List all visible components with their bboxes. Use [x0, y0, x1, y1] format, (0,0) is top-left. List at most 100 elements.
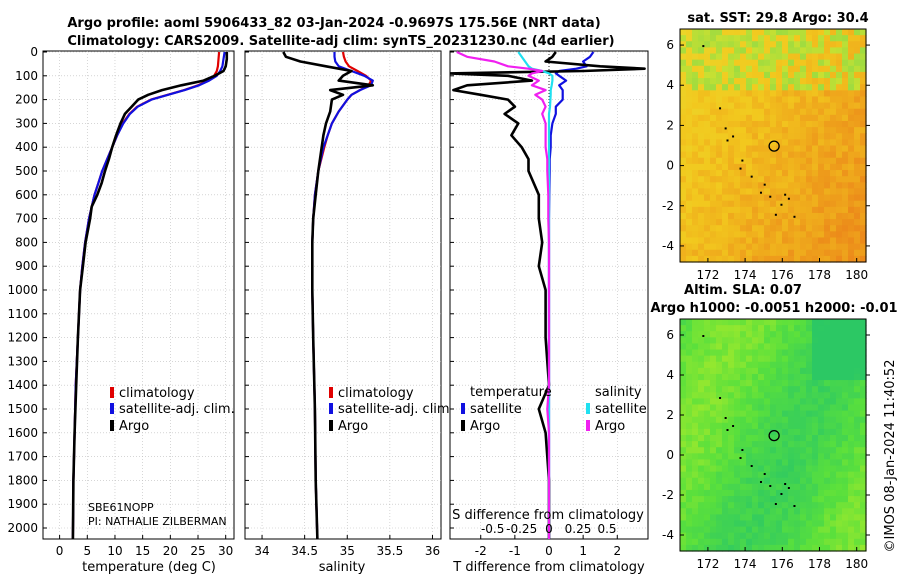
- salinity-axes-frame: [244, 50, 442, 540]
- heatmap-cell: [818, 355, 825, 363]
- heatmap-cell: [704, 392, 711, 399]
- heatmap-cell: [722, 188, 729, 196]
- heatmap-cell: [692, 90, 699, 98]
- heatmap-cell: [758, 471, 765, 479]
- heatmap-cell: [710, 194, 717, 202]
- heatmap-cell: [740, 120, 747, 128]
- heatmap-cell: [824, 114, 831, 122]
- heatmap-cell: [716, 416, 723, 424]
- heatmap-cell: [812, 410, 819, 418]
- heatmap-cell: [854, 47, 861, 55]
- heatmap-cell: [812, 373, 819, 381]
- temperature-xlabel: temperature (deg C): [82, 560, 216, 575]
- heatmap-cell: [746, 428, 753, 436]
- heatmap-cell: [698, 520, 705, 528]
- legend-label-t-satellite: satellite: [470, 402, 522, 417]
- heatmap-cell: [848, 508, 855, 515]
- heatmap-cell: [770, 471, 777, 479]
- heatmap-cell: [764, 422, 771, 430]
- heatmap-cell: [734, 90, 741, 98]
- heatmap-cell: [728, 84, 735, 91]
- difference-tick-labels: -2 -1 0 1 2: [475, 544, 621, 558]
- heatmap-cell: [758, 465, 765, 473]
- heatmap-cell: [710, 471, 717, 479]
- heatmap-cell: [680, 355, 687, 363]
- heatmap-cell: [842, 194, 849, 202]
- sst-island-marks: [702, 45, 796, 218]
- heatmap-cell: [854, 53, 861, 61]
- heatmap-cell: [722, 496, 729, 503]
- heatmap-cell: [698, 170, 705, 177]
- heatmap-cell: [704, 231, 711, 239]
- heatmap-cell: [764, 410, 771, 418]
- heatmap-cell: [830, 410, 837, 418]
- heatmap-cell: [686, 514, 693, 522]
- heatmap-cell: [692, 29, 699, 36]
- heatmap-cell: [728, 477, 735, 485]
- heatmap-cell: [734, 349, 741, 357]
- heatmap-cell: [698, 188, 705, 196]
- heatmap-cell: [710, 435, 717, 442]
- heatmap-cell: [692, 219, 699, 226]
- heatmap-cell: [776, 483, 783, 491]
- heatmap-cell: [728, 544, 735, 552]
- heatmap-cell: [758, 325, 765, 332]
- heatmap-cell: [722, 151, 729, 159]
- heatmap-cell: [758, 343, 765, 351]
- heatmap-cell: [734, 139, 741, 147]
- heatmap-cell: [794, 188, 801, 196]
- heatmap-cell: [716, 483, 723, 491]
- island-mark: [774, 503, 777, 505]
- heatmap-cell: [818, 404, 825, 412]
- heatmap-cell: [770, 538, 777, 546]
- heatmap-cell: [830, 249, 837, 257]
- heatmap-cell: [722, 410, 729, 418]
- heatmap-cell: [698, 459, 705, 467]
- heatmap-cell: [806, 447, 813, 454]
- heatmap-cell: [794, 453, 801, 461]
- heatmap-cell: [812, 355, 819, 363]
- heatmap-cell: [686, 102, 693, 110]
- heatmap-cell: [782, 41, 789, 48]
- difference-series: [450, 51, 646, 539]
- heatmap-cell: [836, 163, 843, 171]
- heatmap-cell: [746, 416, 753, 424]
- heatmap-cell: [800, 84, 807, 91]
- heatmap-cell: [728, 532, 735, 540]
- heatmap-cell: [758, 538, 765, 546]
- heatmap-cell: [710, 29, 717, 36]
- heatmap-cell: [770, 447, 777, 454]
- heatmap-cell: [782, 477, 789, 485]
- heatmap-cell: [680, 102, 687, 110]
- heatmap-cell: [704, 145, 711, 153]
- heatmap-cell: [710, 331, 717, 338]
- heatmap-cell: [698, 59, 705, 67]
- heatmap-cell: [698, 133, 705, 140]
- heatmap-cell: [812, 133, 819, 140]
- heatmap-cell: [776, 35, 783, 42]
- heatmap-cell: [680, 151, 687, 159]
- heatmap-cell: [686, 35, 693, 42]
- heatmap-cell: [776, 212, 783, 220]
- heatmap-cell: [728, 90, 735, 98]
- legend-title-temperature: temperature: [470, 385, 552, 400]
- heatmap-cell: [860, 96, 867, 104]
- heatmap-cell: [794, 325, 801, 332]
- heatmap-cell: [812, 471, 819, 479]
- heatmap-cell: [722, 65, 729, 73]
- heatmap-cell: [692, 255, 699, 263]
- heatmap-cell: [770, 428, 777, 436]
- heatmap-cell: [770, 188, 777, 196]
- heatmap-cell: [716, 243, 723, 251]
- heatmap-cell: [734, 544, 741, 552]
- heatmap-cell: [812, 416, 819, 424]
- heatmap-cell: [704, 35, 711, 42]
- heatmap-cell: [710, 386, 717, 393]
- heatmap-cell: [830, 496, 837, 503]
- heatmap-cell: [860, 170, 867, 177]
- heatmap-cell: [758, 514, 765, 522]
- heatmap-cell: [734, 319, 741, 326]
- heatmap-cell: [776, 514, 783, 522]
- heatmap-cell: [692, 337, 699, 345]
- heatmap-cell: [740, 78, 747, 85]
